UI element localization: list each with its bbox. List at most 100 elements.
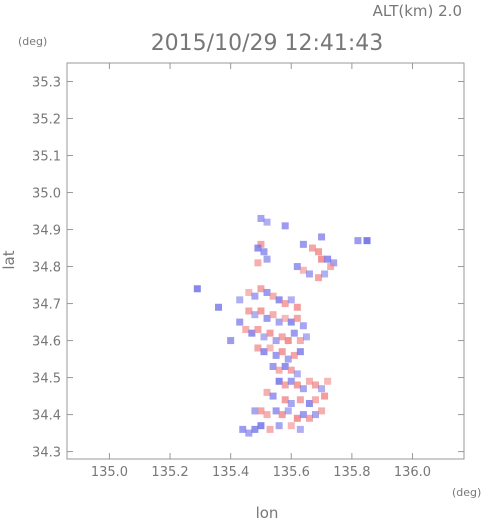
heatmap-cell [299, 411, 307, 419]
x-axis-label: lon [256, 504, 279, 521]
heatmap-cell [227, 337, 235, 345]
heatmap-cell [318, 255, 326, 263]
heatmap-cell [287, 377, 295, 385]
heatmap-cell [263, 314, 271, 322]
heatmap-cell [257, 307, 265, 315]
heatmap-cell [287, 296, 295, 304]
heatmap-cell [236, 296, 244, 304]
x-tick-label: 136.0 [394, 465, 431, 480]
y-axis-label: lat [0, 250, 18, 269]
altitude-label: ALT(km) 2.0 [373, 2, 462, 20]
heatmap-cell [293, 263, 301, 271]
heatmap-cell [305, 399, 313, 407]
heatmap-cell [281, 314, 289, 322]
heatmap-cell [257, 214, 265, 222]
heatmap-cell [293, 414, 301, 422]
heatmap-cell [263, 288, 271, 296]
heatmap-cell [312, 381, 320, 389]
heatmap-cell [293, 303, 301, 311]
heatmap-cell [284, 337, 292, 345]
heatmap-cell [299, 240, 307, 248]
heatmap-cell [299, 266, 307, 274]
heatmap-cell [275, 422, 283, 430]
heatmap-cell [266, 425, 274, 433]
heatmap-cell [251, 311, 259, 319]
heatmap-cell [296, 348, 304, 356]
heatmap-cell [263, 411, 271, 419]
heatmap-cell [281, 222, 289, 230]
heatmap-cell [260, 248, 268, 256]
heatmap-cell [308, 244, 316, 252]
heatmap-cell [269, 362, 277, 370]
heatmap-cell [299, 385, 307, 393]
heatmap-cell [293, 370, 301, 378]
heatmap-cell [275, 377, 283, 385]
heatmap-cell [278, 348, 286, 356]
heatmap-cell [266, 344, 274, 352]
heatmap-cell [245, 429, 253, 437]
heatmap-cell [324, 377, 332, 385]
heatmap-cell [275, 296, 283, 304]
heatmap-cell [281, 396, 289, 404]
heatmap-cell [248, 329, 256, 337]
x-tick-label: 135.6 [273, 465, 310, 480]
y-tick-label: 34.7 [32, 298, 61, 313]
heatmap-cell [254, 344, 262, 352]
y-tick-label: 34.9 [32, 224, 61, 239]
heatmap-cell [272, 351, 280, 359]
heatmap-cell [312, 411, 320, 419]
heatmap-cell [251, 292, 259, 300]
heatmap-cell [290, 351, 298, 359]
heatmap-cell [290, 329, 298, 337]
heatmap-cell [281, 300, 289, 308]
y-tick-label: 35.0 [32, 187, 61, 202]
y-tick-label: 34.4 [32, 409, 61, 424]
heatmap-cell [318, 233, 326, 241]
heatmap-cell [272, 407, 280, 415]
heatmap-cell [281, 381, 289, 389]
heatmap-cell [257, 407, 265, 415]
heatmap-cell [293, 381, 301, 389]
heatmap-cell [293, 314, 301, 322]
y-tick-label: 34.8 [32, 261, 61, 276]
heatmap-cell [193, 285, 201, 293]
heatmap-cell [327, 263, 335, 271]
y-tick-label: 35.3 [32, 76, 61, 91]
heatmap-cell [296, 337, 304, 345]
heatmap-cell [272, 337, 280, 345]
heatmap-cell [287, 399, 295, 407]
heatmap-cell [257, 240, 265, 248]
heatmap-cell [242, 325, 250, 333]
plot-frame [66, 62, 465, 460]
x-tick-label: 135.4 [212, 465, 249, 480]
heatmap-cell [287, 422, 295, 430]
x-tick-label: 135.2 [151, 465, 188, 480]
heatmap-cells [193, 214, 371, 437]
heatmap-cell [315, 248, 323, 256]
heatmap-cell [296, 396, 304, 404]
x-tick-label: 135.0 [91, 465, 128, 480]
heatmap-cell [296, 425, 304, 433]
heatmap-cell [263, 218, 271, 226]
heatmap-cell [321, 270, 329, 278]
heatmap-cell [260, 333, 268, 341]
heatmap-cell [269, 311, 277, 319]
y-tick-label: 34.5 [32, 372, 61, 387]
heatmap-cell [324, 255, 332, 263]
x-axis-unit: (deg) [452, 486, 481, 499]
heatmap-cell [269, 292, 277, 300]
heatmap-cell [363, 237, 371, 245]
heatmap-cell [281, 362, 289, 370]
heatmap-cell [254, 244, 262, 252]
y-tick-label: 35.1 [32, 150, 61, 165]
heatmap-cell [278, 333, 286, 341]
heatmap-cell [302, 333, 310, 341]
x-tick-label: 135.8 [333, 465, 370, 480]
heatmap-cell [260, 348, 268, 356]
heatmap-cell [287, 366, 295, 374]
heatmap-cell [245, 288, 253, 296]
heatmap-cell [305, 270, 313, 278]
heatmap-cell [266, 329, 274, 337]
heatmap-cell [278, 411, 286, 419]
